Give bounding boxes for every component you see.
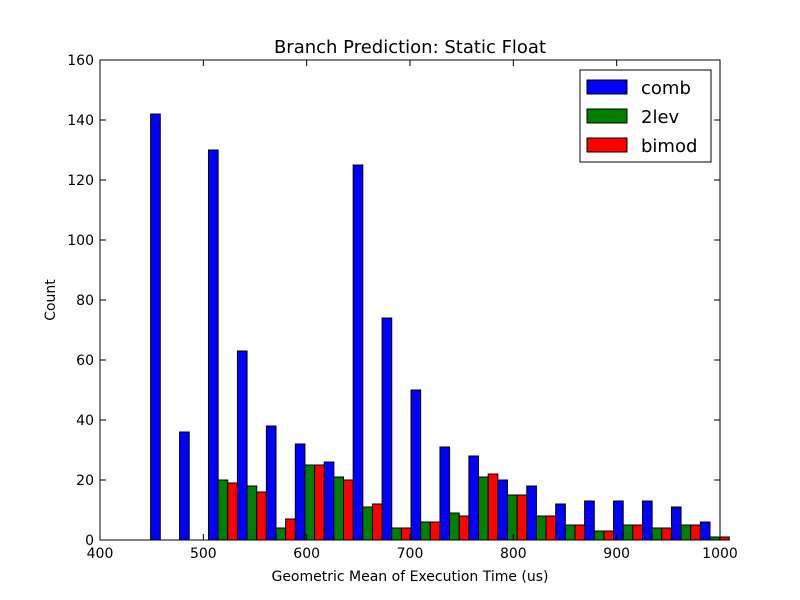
bar-2lev-17 <box>651 527 663 541</box>
bar-2lev-5 <box>304 464 316 541</box>
legend-swatch-comb <box>586 79 628 95</box>
bar-bimod-7 <box>371 503 383 541</box>
bars-group <box>150 113 730 541</box>
bar-bimod-11 <box>487 473 499 541</box>
legend-label-comb: comb <box>641 78 691 99</box>
bar-comb-8 <box>381 317 393 541</box>
bar-2lev-14 <box>564 524 576 541</box>
bar-comb-15 <box>584 500 595 541</box>
legend-swatch-2lev <box>586 108 628 124</box>
bar-bimod-4 <box>285 518 296 541</box>
legend-swatch-bimod <box>586 137 628 153</box>
y-tick-label: 120 <box>67 173 94 189</box>
bar-bimod-19 <box>719 536 730 541</box>
bar-comb-2 <box>208 149 219 541</box>
bar-2lev-2 <box>217 479 229 541</box>
bar-2lev-12 <box>506 494 518 541</box>
bar-comb-0 <box>150 113 161 541</box>
bar-comb-11 <box>468 455 480 541</box>
y-tick-label: 140 <box>67 113 94 129</box>
bar-comb-5 <box>294 443 306 541</box>
x-tick-label: 500 <box>190 546 217 562</box>
bar-comb-18 <box>670 506 682 541</box>
bar-comb-13 <box>526 485 537 541</box>
bar-comb-3 <box>236 350 248 541</box>
bar-2lev-13 <box>535 515 547 541</box>
bar-comb-19 <box>699 521 711 541</box>
bar-bimod-12 <box>516 494 528 541</box>
bar-2lev-9 <box>420 521 431 541</box>
bar-bimod-10 <box>458 515 470 541</box>
y-tick-label: 80 <box>76 293 94 309</box>
bar-bimod-17 <box>661 527 672 541</box>
legend-label-bimod: bimod <box>641 136 697 157</box>
y-tick-label: 160 <box>67 53 94 69</box>
bar-2lev-15 <box>593 530 605 541</box>
y-tick-label: 60 <box>76 353 94 369</box>
x-tick-label: 400 <box>87 546 114 562</box>
y-tick-label: 20 <box>76 473 94 489</box>
y-tick-label: 0 <box>85 533 94 549</box>
bar-2lev-7 <box>362 506 373 541</box>
x-axis-label: Geometric Mean of Execution Time (us) <box>271 569 548 585</box>
bar-comb-10 <box>439 446 451 541</box>
bar-bimod-18 <box>690 524 701 541</box>
bar-2lev-3 <box>246 485 258 541</box>
bar-bimod-16 <box>632 524 643 541</box>
plot-frame <box>99 59 721 541</box>
x-tick-label: 700 <box>397 546 424 562</box>
x-tick-label: 600 <box>293 546 320 562</box>
bar-bimod-3 <box>256 491 267 541</box>
bar-2lev-8 <box>391 527 402 541</box>
ticks-group: 400 500 600 700 800 900 1000 0 20 40 60 80 100 120 140… <box>67 53 738 562</box>
bar-bimod-6 <box>343 479 354 541</box>
bar-2lev-10 <box>449 512 460 541</box>
bar-comb-7 <box>352 164 364 541</box>
bar-2lev-6 <box>333 476 345 541</box>
bar-bimod-14 <box>574 524 586 541</box>
bar-bimod-15 <box>603 530 615 541</box>
x-tick-label: 1000 <box>702 546 738 562</box>
x-tick-label: 800 <box>500 546 527 562</box>
legend-label-2lev: 2lev <box>641 107 680 128</box>
bar-comb-4 <box>265 425 277 541</box>
bar-comb-6 <box>323 461 335 541</box>
bar-2lev-4 <box>275 527 287 541</box>
bar-comb-9 <box>410 389 422 541</box>
bar-2lev-11 <box>478 476 489 541</box>
bar-comb-12 <box>497 479 508 541</box>
bar-comb-16 <box>613 500 624 541</box>
y-axis-label: Count <box>43 279 59 321</box>
bar-2lev-18 <box>680 524 692 541</box>
y-tick-label: 100 <box>67 233 94 249</box>
bar-comb-17 <box>642 500 653 541</box>
x-tick-label: 900 <box>603 546 630 562</box>
bar-comb-1 <box>179 431 190 541</box>
bar-comb-14 <box>555 503 566 541</box>
bar-bimod-9 <box>429 521 441 541</box>
bar-bimod-2 <box>227 482 238 541</box>
chart-title: Branch Prediction: Static Float <box>274 37 546 58</box>
y-tick-label: 40 <box>76 413 94 429</box>
bar-bimod-13 <box>545 515 557 541</box>
legend: comb 2lev bimod <box>579 69 712 163</box>
bar-2lev-16 <box>622 524 634 541</box>
bar-bimod-5 <box>314 464 325 541</box>
